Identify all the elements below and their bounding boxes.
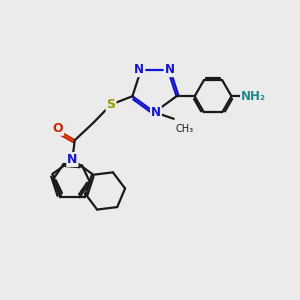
Text: N: N — [67, 153, 78, 166]
Text: CH₃: CH₃ — [175, 124, 194, 134]
Text: N: N — [165, 63, 175, 76]
Text: N: N — [134, 63, 144, 76]
Text: S: S — [106, 98, 116, 111]
Text: O: O — [52, 122, 63, 135]
Text: NH₂: NH₂ — [241, 90, 266, 103]
Text: N: N — [151, 106, 161, 119]
